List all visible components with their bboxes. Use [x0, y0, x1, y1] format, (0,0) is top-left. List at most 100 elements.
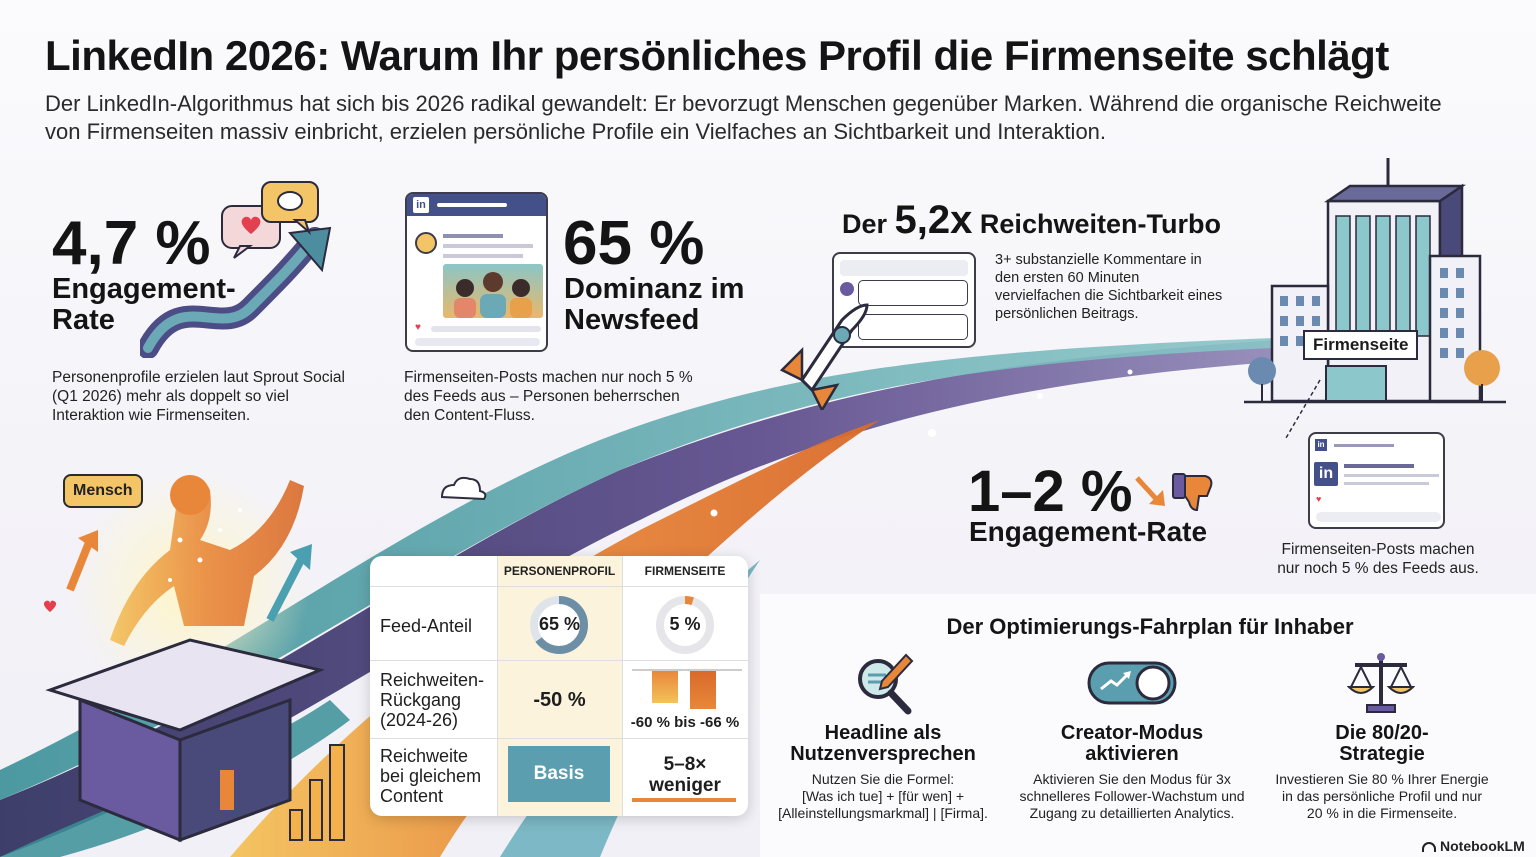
roadmap-item-1-desc: Nutzen Sie die Formel: [Was ich tue] + […: [768, 771, 998, 822]
turbo-heading: Der 5,2x Reichweiten-Turbo: [842, 198, 1221, 243]
turbo-value: 5,2x: [894, 198, 973, 242]
feed-share-company: 5 %: [669, 614, 701, 634]
row-label-feed-share: Feed-Anteil: [380, 616, 472, 636]
avatar-icon: [415, 232, 437, 254]
engagement-description: Personenprofile erzielen laut Sprout Soc…: [52, 369, 345, 424]
title-line: Creator-Modus: [1060, 722, 1204, 744]
desc-line: Investieren Sie 80 % Ihrer Energie: [1275, 771, 1489, 787]
roadmap-item-3-desc: Investieren Sie 80 % Ihrer Energie in da…: [1266, 771, 1498, 822]
heart-icon: ♥: [1316, 494, 1322, 504]
feed-mockup-card: in ♥: [405, 192, 548, 352]
reactions-bar: [431, 326, 541, 332]
desc-line: schnelleres Follower-Wachstum und: [1019, 788, 1245, 804]
row-label-same-content-reach: Reichweite bei gleichem Content: [380, 746, 481, 806]
linkedin-logo-icon: in: [1315, 439, 1327, 451]
text-line: [1344, 464, 1414, 468]
row-label-line: Reichweiten-: [380, 670, 485, 690]
rocket-icon: [779, 303, 869, 410]
down-arrow-thumbs-down-icon: [1135, 473, 1213, 512]
magnifier-pen-icon: [858, 653, 914, 715]
comment-bar: [415, 338, 540, 346]
decline-bar-60: [652, 671, 678, 703]
turbo-description: 3+ substanzielle Kommentare in den erste…: [995, 252, 1223, 322]
human-bubble-label: Mensch: [63, 474, 143, 508]
avatar-icon: [840, 282, 854, 296]
title-line: aktivieren: [1085, 743, 1179, 765]
header-person: PERSONENPROFIL: [503, 564, 616, 578]
donut-company: [656, 596, 714, 654]
engagement-value: 4,7 %: [52, 209, 211, 278]
title-line: Nutzenversprechen: [790, 743, 976, 765]
roadmap-item-2-title: Creator-Modus aktivieren: [1022, 723, 1242, 765]
turbo-suffix: Reichweiten-Turbo: [979, 209, 1221, 239]
row-divider: [370, 660, 748, 661]
feed-share-person: 65 %: [538, 614, 581, 634]
company-engagement-label: Engagement-Rate: [969, 516, 1208, 547]
row-label-line: Rückgang: [380, 690, 462, 710]
row-label-reach-decline: Reichweiten- Rückgang (2024-26): [380, 670, 484, 730]
page-title: LinkedIn 2026: Warum Ihr persönliches Pr…: [45, 32, 1389, 79]
company-feed-mockup: in in ♥: [1308, 432, 1445, 529]
same-content-company: 5–8× weniger: [622, 754, 748, 796]
engagement-label-line1: Engagement-: [52, 273, 236, 305]
rising-arrow-chat-icon: [140, 181, 332, 358]
roadmap-item-3-title: Die 80/20- Strategie: [1272, 723, 1492, 765]
row-label-line: Reichweite: [380, 746, 469, 766]
roadmap-title: Der Optimierungs-Fahrplan für Inhaber: [946, 614, 1354, 639]
human-box-illustration: [43, 470, 345, 843]
reach-decline-person: -50 %: [533, 689, 586, 711]
heart-icon: ♥: [415, 322, 421, 333]
text-line: [443, 234, 503, 238]
linkedin-company-logo-icon: in: [1314, 462, 1338, 486]
header-company: FIRMENSEITE: [644, 564, 726, 578]
office-building-icon: [1244, 158, 1506, 404]
text-line: [1344, 474, 1439, 477]
engagement-label: Engagement- Rate: [52, 274, 236, 336]
desc-line: Aktivieren Sie den Modus für 3x: [1033, 771, 1231, 787]
text-line: [443, 244, 533, 248]
title-line: Die 80/20-: [1335, 722, 1429, 744]
desc-line: 20 % in die Firmenseite.: [1306, 805, 1458, 821]
comments-mockup-card: [832, 252, 976, 348]
desc-line: Nutzen Sie die Formel:: [811, 771, 955, 787]
comparison-table: PERSONENPROFIL FIRMENSEITE Feed-Anteil 6…: [370, 556, 748, 816]
notebooklm-logo-icon: [1422, 842, 1436, 853]
bar-baseline: [632, 669, 742, 671]
row-label-line: bei gleichem: [380, 766, 482, 786]
row-label-line: (2024-26): [380, 710, 459, 730]
desc-line: [Was ich tue] + [für wen] +: [801, 788, 965, 804]
title-line: Headline als: [824, 722, 942, 744]
comment-bubble: [858, 280, 968, 306]
decline-bar-66: [690, 671, 716, 709]
roadmap-item-2-desc: Aktivieren Sie den Modus für 3x schnelle…: [1012, 771, 1252, 822]
desc-line: in das persönliche Profil und nur: [1281, 788, 1482, 804]
linkedin-logo-icon: in: [413, 197, 429, 213]
feed-label: Dominanz im Newsfeed: [564, 274, 744, 336]
comment-bar: [1316, 512, 1441, 522]
row-label-line: Content: [380, 786, 444, 806]
column-divider: [622, 556, 623, 816]
row-label-line: Feed-Anteil: [380, 616, 473, 636]
page-subtitle: Der LinkedIn-Algorithmus hat sich bis 20…: [45, 91, 1442, 144]
comment-row: [840, 260, 968, 276]
comment-bubble: [858, 314, 968, 340]
feed-description: Firmenseiten-Posts machen nur noch 5 % d…: [404, 369, 693, 424]
people-photo-icon: [443, 264, 543, 318]
dashed-connector: [1285, 379, 1321, 439]
desc-line: Zugang zu detaillierten Analytics.: [1029, 805, 1235, 821]
same-content-company-line: 5–8×: [663, 754, 707, 775]
brand-footer: NotebookLM: [1422, 838, 1525, 854]
company-building-label: Firmenseite: [1303, 330, 1419, 360]
weniger-underline: [632, 798, 736, 802]
toggle-switch-icon: [1087, 661, 1177, 705]
text-line: [1344, 482, 1429, 485]
same-content-person: Basis: [508, 746, 610, 802]
title-line: Strategie: [1339, 743, 1425, 765]
column-divider: [497, 556, 498, 816]
roadmap-panel: [760, 594, 1536, 857]
text-line: [1334, 444, 1394, 447]
desc-line: [Alleinstellungsmarkmal] | [Firma].: [778, 805, 988, 821]
company-engagement-value: 1–2 %: [968, 459, 1133, 524]
row-divider: [370, 586, 748, 587]
feed-label-line1: Dominanz im: [564, 273, 745, 305]
